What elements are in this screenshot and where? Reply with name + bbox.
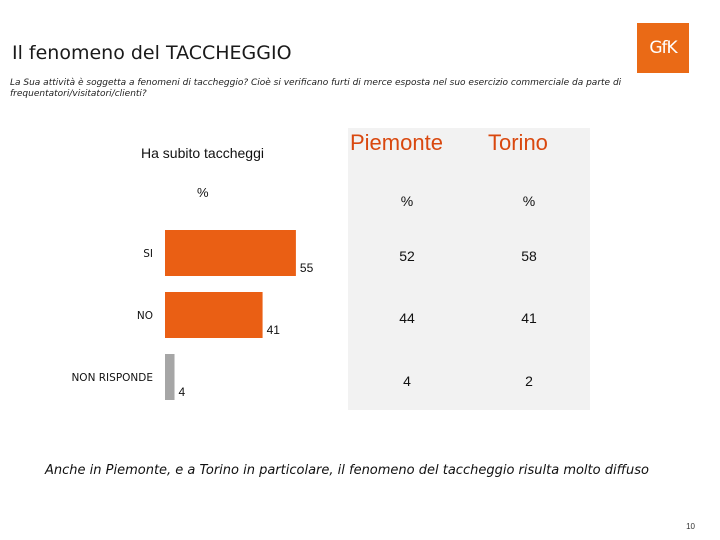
table-cell-torino-no: 41 (521, 310, 537, 326)
footnote: Anche in Piemonte, e a Torino in partico… (45, 463, 649, 478)
table-header-torino: Torino (488, 130, 548, 155)
page-number: 10 (686, 522, 695, 531)
table-cell-piemonte-no: 44 (399, 310, 415, 326)
value-label-0: 55 (300, 261, 314, 275)
table-cell-piemonte-si: 52 (399, 248, 415, 264)
value-label-2: 4 (179, 385, 186, 399)
bar-1 (165, 292, 263, 338)
table-cell-piemonte-non-risponde: 4 (403, 373, 411, 389)
table-unit-torino: % (522, 193, 536, 209)
table-unit-piemonte: % (400, 193, 414, 209)
bar-0 (165, 230, 296, 276)
value-label-1: 41 (267, 323, 281, 337)
survey-question: La Sua attività è soggetta a fenomeni di… (10, 78, 622, 99)
table-cell-torino-non-risponde: 2 (525, 373, 533, 389)
category-label-0: SI (143, 248, 153, 260)
category-label-2: NON RISPONDE (71, 372, 153, 384)
category-label-1: NO (137, 310, 153, 322)
table-cell-torino-si: 58 (521, 248, 537, 264)
table-header-piemonte: Piemonte (350, 130, 443, 155)
slide-title: Il fenomeno del TACCHEGGIO (12, 42, 292, 64)
chart-title: Ha subito taccheggi (141, 145, 264, 161)
chart-unit-label: % (197, 185, 209, 200)
comparison-table (348, 128, 590, 410)
bar-2 (165, 354, 175, 400)
gfk-logo: GfK (637, 23, 689, 73)
